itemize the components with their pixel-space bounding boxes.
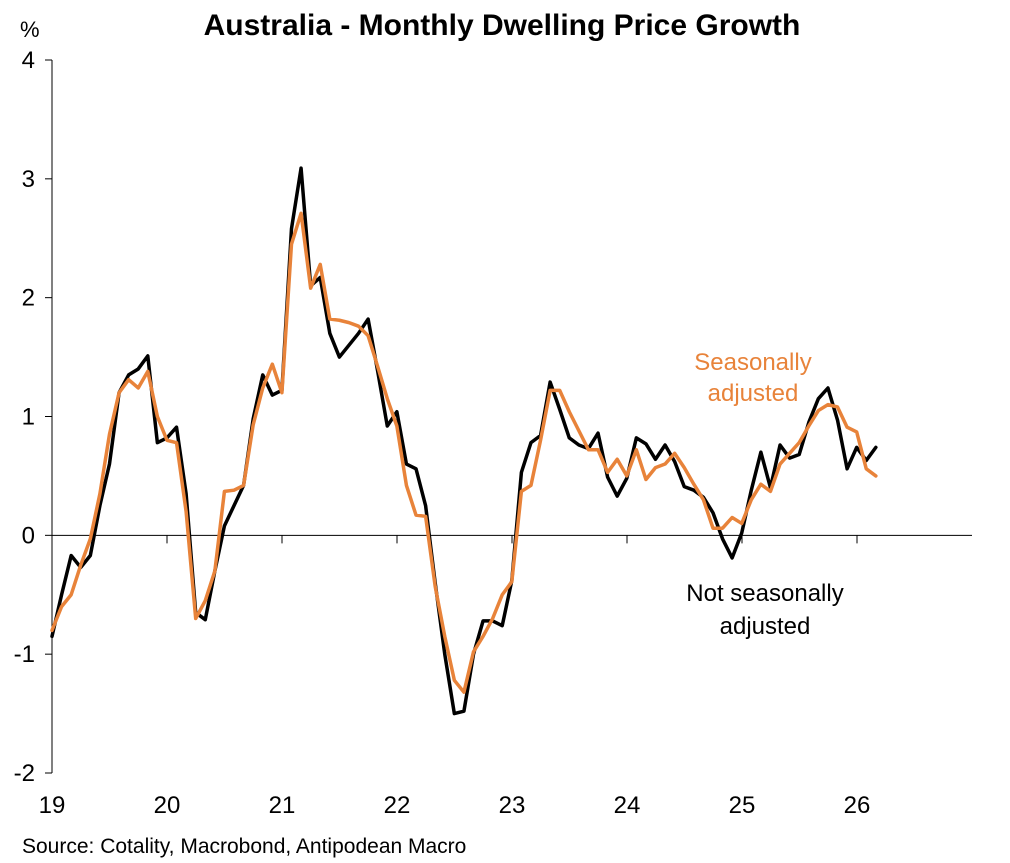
series-line-seasonally-adjusted [50,211,878,694]
x-tick-label: 21 [269,792,296,819]
y-tick-label: 4 [22,47,35,74]
y-tick-label: 2 [22,285,35,312]
x-tick-label: 26 [844,792,871,819]
x-tick-label: 24 [614,792,641,819]
x-tick-label: 23 [499,792,526,819]
annotation-seasonally-adjusted-line1: Seasonally [694,349,811,376]
y-tick-label: -1 [14,641,35,668]
x-axis-ticks: 19 20 21 22 23 24 25 26 [39,535,871,819]
y-axis-ticks: 4 3 2 1 0 -1 -2 [14,47,52,787]
x-tick-label: 19 [39,792,66,819]
annotation-not-seasonally-adjusted-line1: Not seasonally [686,580,843,607]
y-tick-label: 3 [22,166,35,193]
axes [51,60,972,773]
source-note: Source: Cotality, Macrobond, Antipodean … [22,835,466,858]
x-tick-label: 20 [154,792,181,819]
x-tick-label: 22 [384,792,411,819]
x-tick-label: 25 [729,792,756,819]
annotation-seasonally-adjusted-line2: adjusted [708,380,799,407]
y-axis-unit-label: % [20,17,40,42]
chart-title: Australia - Monthly Dwelling Price Growt… [204,9,801,42]
y-tick-label: 1 [22,404,35,431]
y-tick-label: 0 [22,522,35,549]
y-tick-label: -2 [14,760,35,787]
series-lines [50,166,878,716]
annotation-not-seasonally-adjusted-line2: adjusted [720,613,811,640]
